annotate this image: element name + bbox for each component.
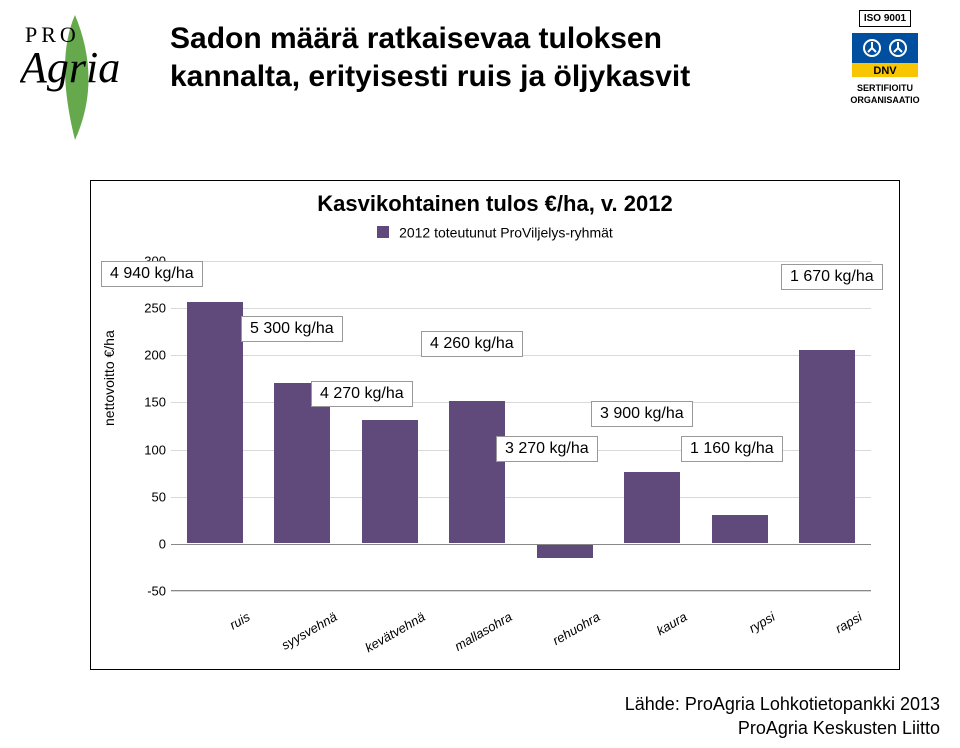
title-line-1: Sadon määrä ratkaisevaa tuloksen xyxy=(170,22,662,55)
callout: 4 260 kg/ha xyxy=(421,331,523,357)
proagria-logo: PRO Agria xyxy=(20,10,150,150)
x-tick: mallasohra xyxy=(447,609,515,657)
y-tick: 50 xyxy=(126,489,166,504)
y-tick: 150 xyxy=(126,395,166,410)
header: PRO Agria Sadon määrä ratkaisevaa tuloks… xyxy=(0,0,960,150)
cert-line-1: SERTIFIOITU xyxy=(830,83,940,93)
y-tick: 0 xyxy=(126,536,166,551)
bar xyxy=(712,515,768,543)
chart-title: Kasvikohtainen tulos €/ha, v. 2012 xyxy=(91,181,899,217)
chart: Kasvikohtainen tulos €/ha, v. 2012 2012 … xyxy=(90,180,900,670)
gridline xyxy=(171,261,871,262)
callout: 3 270 kg/ha xyxy=(496,436,598,462)
x-tick: rapsi xyxy=(797,609,865,657)
cert-line-2: ORGANISAATIO xyxy=(830,95,940,105)
svg-text:Agria: Agria xyxy=(20,43,120,92)
y-tick: 100 xyxy=(126,442,166,457)
callout: 1 670 kg/ha xyxy=(781,264,883,290)
x-tick: ruis xyxy=(184,609,252,657)
bar xyxy=(537,544,593,558)
callout: 3 900 kg/ha xyxy=(591,401,693,427)
y-tick: -50 xyxy=(126,584,166,599)
x-tick: rehuohra xyxy=(534,609,602,657)
x-tick: kevätvehnä xyxy=(359,609,427,657)
plot-area: -50050100150200250300ruissyysvehnäkevätv… xyxy=(171,261,871,591)
legend-swatch xyxy=(377,226,389,238)
bar xyxy=(449,401,505,542)
page-title: Sadon määrä ratkaisevaa tuloksen kannalt… xyxy=(170,10,810,95)
source-attribution: Lähde: ProAgria Lohkotietopankki 2013 Pr… xyxy=(625,693,940,740)
zero-line xyxy=(171,544,871,545)
callout: 5 300 kg/ha xyxy=(241,316,343,342)
source-line-1: Lähde: ProAgria Lohkotietopankki 2013 xyxy=(625,694,940,714)
x-tick: rypsi xyxy=(709,609,777,657)
y-tick: 200 xyxy=(126,348,166,363)
bar xyxy=(624,472,680,543)
x-tick: kaura xyxy=(622,609,690,657)
bar xyxy=(362,420,418,543)
legend: 2012 toteutunut ProViljelys-ryhmät xyxy=(91,217,899,244)
bar xyxy=(799,350,855,543)
x-tick: syysvehnä xyxy=(272,609,340,657)
cert-badge: ISO 9001 DNV SERTIFIOITU ORGANISAATIO xyxy=(830,10,940,105)
gridline xyxy=(171,308,871,309)
y-tick: 250 xyxy=(126,301,166,316)
iso-label: ISO 9001 xyxy=(859,10,911,27)
title-line-2: kannalta, erityisesti ruis ja öljykasvit xyxy=(170,60,690,93)
callout: 1 160 kg/ha xyxy=(681,436,783,462)
gridline xyxy=(171,591,871,592)
bar xyxy=(187,302,243,542)
callout: 4 940 kg/ha xyxy=(101,261,203,287)
callout: 4 270 kg/ha xyxy=(311,381,413,407)
svg-text:DNV: DNV xyxy=(873,65,897,77)
legend-label: 2012 toteutunut ProViljelys-ryhmät xyxy=(399,224,613,240)
source-line-2: ProAgria Keskusten Liitto xyxy=(738,718,940,738)
y-axis-label: nettovoitto €/ha xyxy=(101,330,117,426)
